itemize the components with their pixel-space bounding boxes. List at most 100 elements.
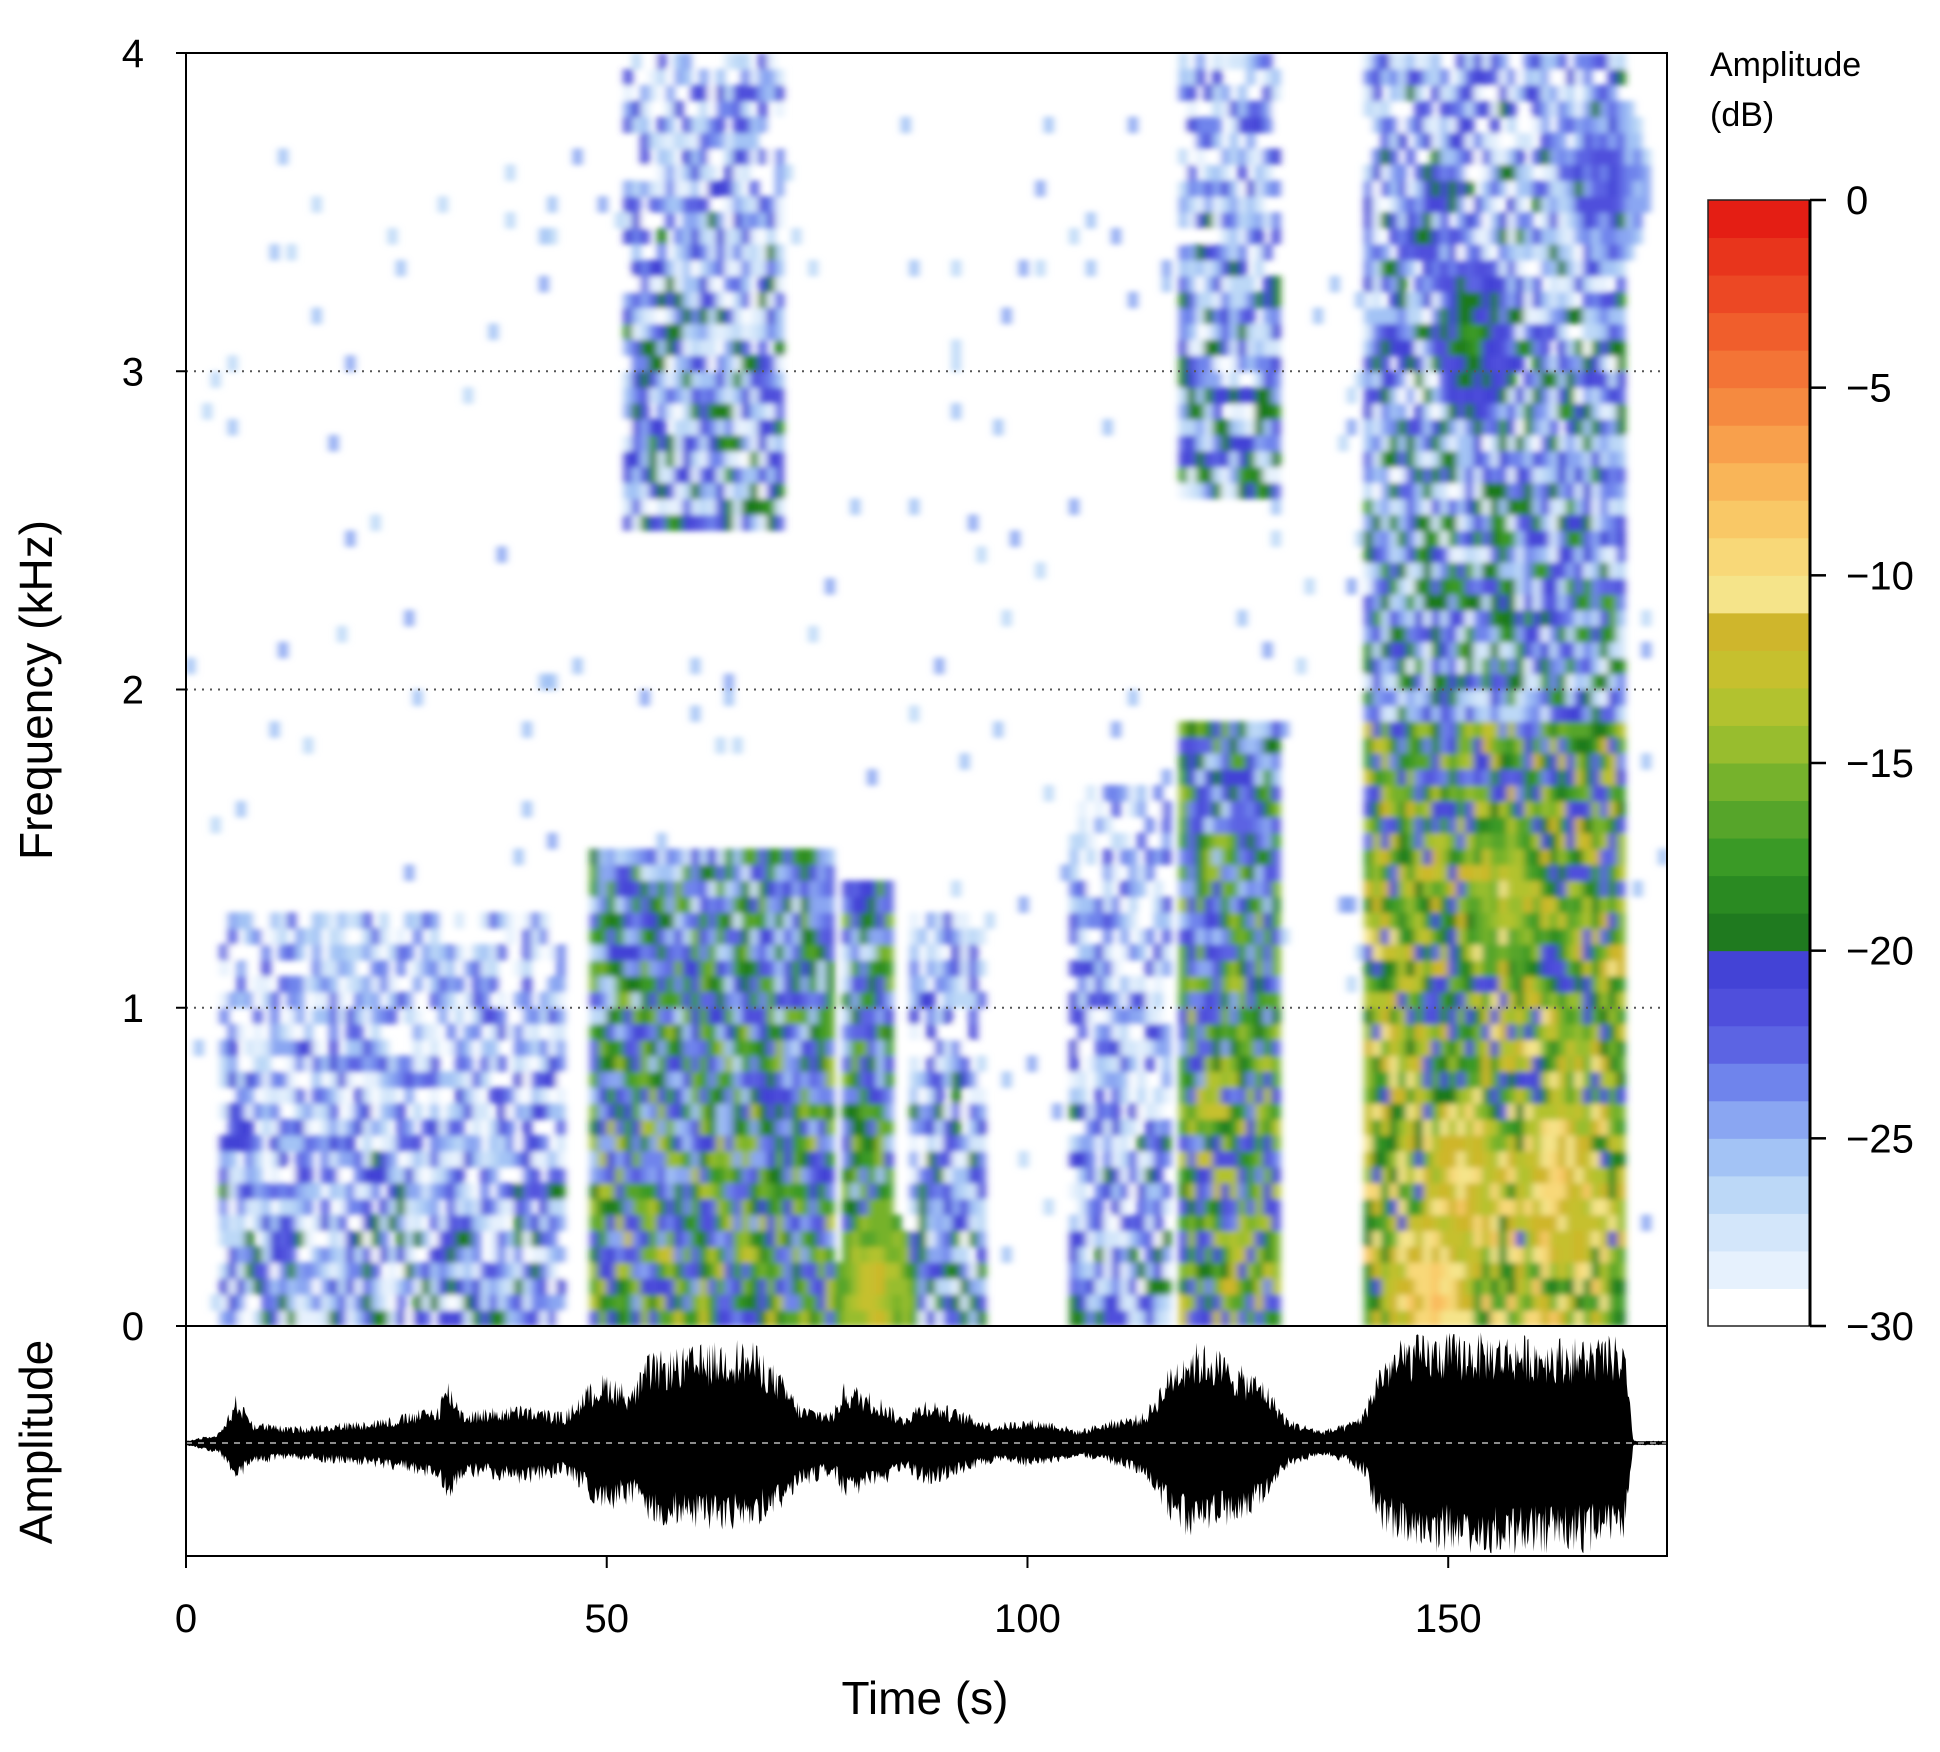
spectrogram-cell: [472, 1278, 482, 1295]
spectrogram-cell: [926, 1294, 936, 1311]
spectrogram-cell: [1431, 307, 1441, 325]
spectrogram-cell: [665, 371, 675, 388]
spectrogram-cell: [640, 212, 650, 229]
spectrogram-cell: [1481, 228, 1491, 245]
spectrogram-cell: [1128, 1294, 1138, 1311]
spectrogram-cell: [665, 1039, 675, 1057]
spectrogram-cell: [396, 960, 406, 977]
spectrogram-cell: [1465, 657, 1474, 675]
spectrogram-cell: [665, 991, 675, 1009]
spectrogram-cell: [1153, 960, 1163, 977]
spectrogram-cell: [1380, 928, 1390, 945]
spectrogram-cell: [640, 514, 650, 531]
spectrogram-cell: [446, 1182, 456, 1200]
spectrogram-cell: [716, 371, 726, 388]
spectrogram-cell: [943, 928, 953, 945]
spectrogram-cell: [934, 1087, 944, 1104]
spectrogram-cell: [1078, 1310, 1087, 1326]
spectrogram-cell: [1153, 1262, 1163, 1279]
spectrogram-cell: [1372, 546, 1382, 563]
spectrogram-cell: [228, 1055, 238, 1072]
spectrogram-cell: [934, 944, 944, 961]
spectrogram-cell: [733, 975, 742, 993]
spectrogram-cell: [741, 84, 751, 102]
spectrogram-cell: [1397, 562, 1407, 579]
spectrogram-cell: [1389, 148, 1399, 165]
spectrogram-cell: [589, 1278, 599, 1295]
spectrogram-cell: [665, 1246, 675, 1263]
spectrogram-cell: [1271, 1087, 1281, 1104]
spectrogram-cell: [1439, 705, 1449, 722]
spectrogram-cell: [531, 1166, 540, 1184]
spectrogram-cell: [766, 434, 776, 452]
spectrogram-cell: [337, 928, 347, 945]
spectrogram-cell: [1195, 1087, 1205, 1104]
spectrogram-cell: [699, 116, 709, 134]
spectrogram-cell: [1187, 212, 1197, 229]
spectrogram-cell: [1372, 68, 1382, 86]
spectrogram-cell: [699, 1023, 709, 1041]
spectrogram-cell: [287, 944, 296, 961]
spectrogram-cell: [1035, 180, 1045, 197]
spectrogram-cell: [1481, 514, 1491, 531]
spectrogram-cell: [1481, 53, 1491, 70]
spectrogram-cell: [1448, 832, 1458, 850]
spectrogram-cell: [690, 355, 700, 372]
spectrogram-cell: [665, 132, 675, 150]
spectrogram-cell: [606, 975, 616, 993]
spectrogram-cell: [1069, 1294, 1079, 1311]
spectrogram-cell: [1145, 1214, 1155, 1232]
spectrogram-cell: [867, 1310, 877, 1326]
spectrogram-cell: [1204, 991, 1214, 1009]
spectrogram-cell: [707, 1151, 717, 1168]
spectrogram-cell: [1431, 196, 1441, 213]
spectrogram-cell: [1431, 323, 1441, 340]
spectrogram-cell: [1364, 514, 1374, 531]
spectrogram-cell: [775, 434, 784, 452]
spectrogram-cell: [1414, 1087, 1424, 1104]
spectrogram-cell: [699, 848, 709, 866]
spectrogram-cell: [1212, 1071, 1222, 1088]
spectrogram-cell: [783, 1119, 793, 1136]
spectrogram-cell: [556, 1135, 566, 1152]
spectrogram-cell: [1246, 339, 1256, 356]
spectrogram-cell: [438, 1278, 448, 1295]
spectrogram-cell: [1195, 148, 1205, 165]
spectrogram-cell: [1347, 419, 1357, 436]
spectrogram-cell: [1473, 960, 1483, 977]
spectrogram-cell: [1364, 1310, 1374, 1326]
spectrogram-cell: [354, 1151, 364, 1168]
spectrogram-cell: [1271, 1310, 1281, 1326]
spectrogram-cell: [472, 1198, 482, 1216]
spectrogram-cell: [1204, 1246, 1214, 1263]
spectrogram-cell: [859, 1246, 869, 1263]
spectrogram-cell: [1389, 68, 1399, 86]
spectrogram-cell: [1448, 1262, 1458, 1279]
spectrogram-cell: [640, 132, 650, 150]
spectrogram-cell: [1187, 737, 1197, 754]
spectrogram-cell: [1439, 355, 1449, 372]
spectrogram-cell: [690, 1262, 700, 1279]
spectrogram-cell: [371, 1151, 381, 1168]
spectrogram-cell: [1305, 578, 1315, 595]
spectrogram-cell: [514, 1182, 524, 1200]
spectrogram-cell: [674, 514, 684, 531]
spectrogram-cell: [522, 1166, 532, 1184]
spectrogram-cell: [1254, 912, 1264, 929]
spectrogram-cell: [1187, 244, 1197, 261]
spectrogram-cell: [1120, 928, 1129, 945]
spectrogram-cell: [674, 323, 684, 340]
spectrogram-cell: [674, 1246, 684, 1263]
spectrogram-cell: [1178, 1310, 1188, 1326]
spectrogram-cell: [1372, 53, 1382, 70]
spectrogram-cell: [867, 1230, 877, 1247]
spectrogram-cell: [1187, 975, 1197, 993]
spectrogram-cell: [295, 1023, 305, 1041]
spectrogram-cell: [1254, 785, 1264, 802]
spectrogram-cell: [1313, 307, 1323, 325]
spectrogram-cell: [329, 928, 339, 945]
spectrogram-cell: [1490, 1310, 1500, 1326]
spectrogram-cell: [1221, 244, 1230, 261]
spectrogram-cell: [1263, 1135, 1273, 1152]
spectrogram-cell: [657, 180, 667, 197]
